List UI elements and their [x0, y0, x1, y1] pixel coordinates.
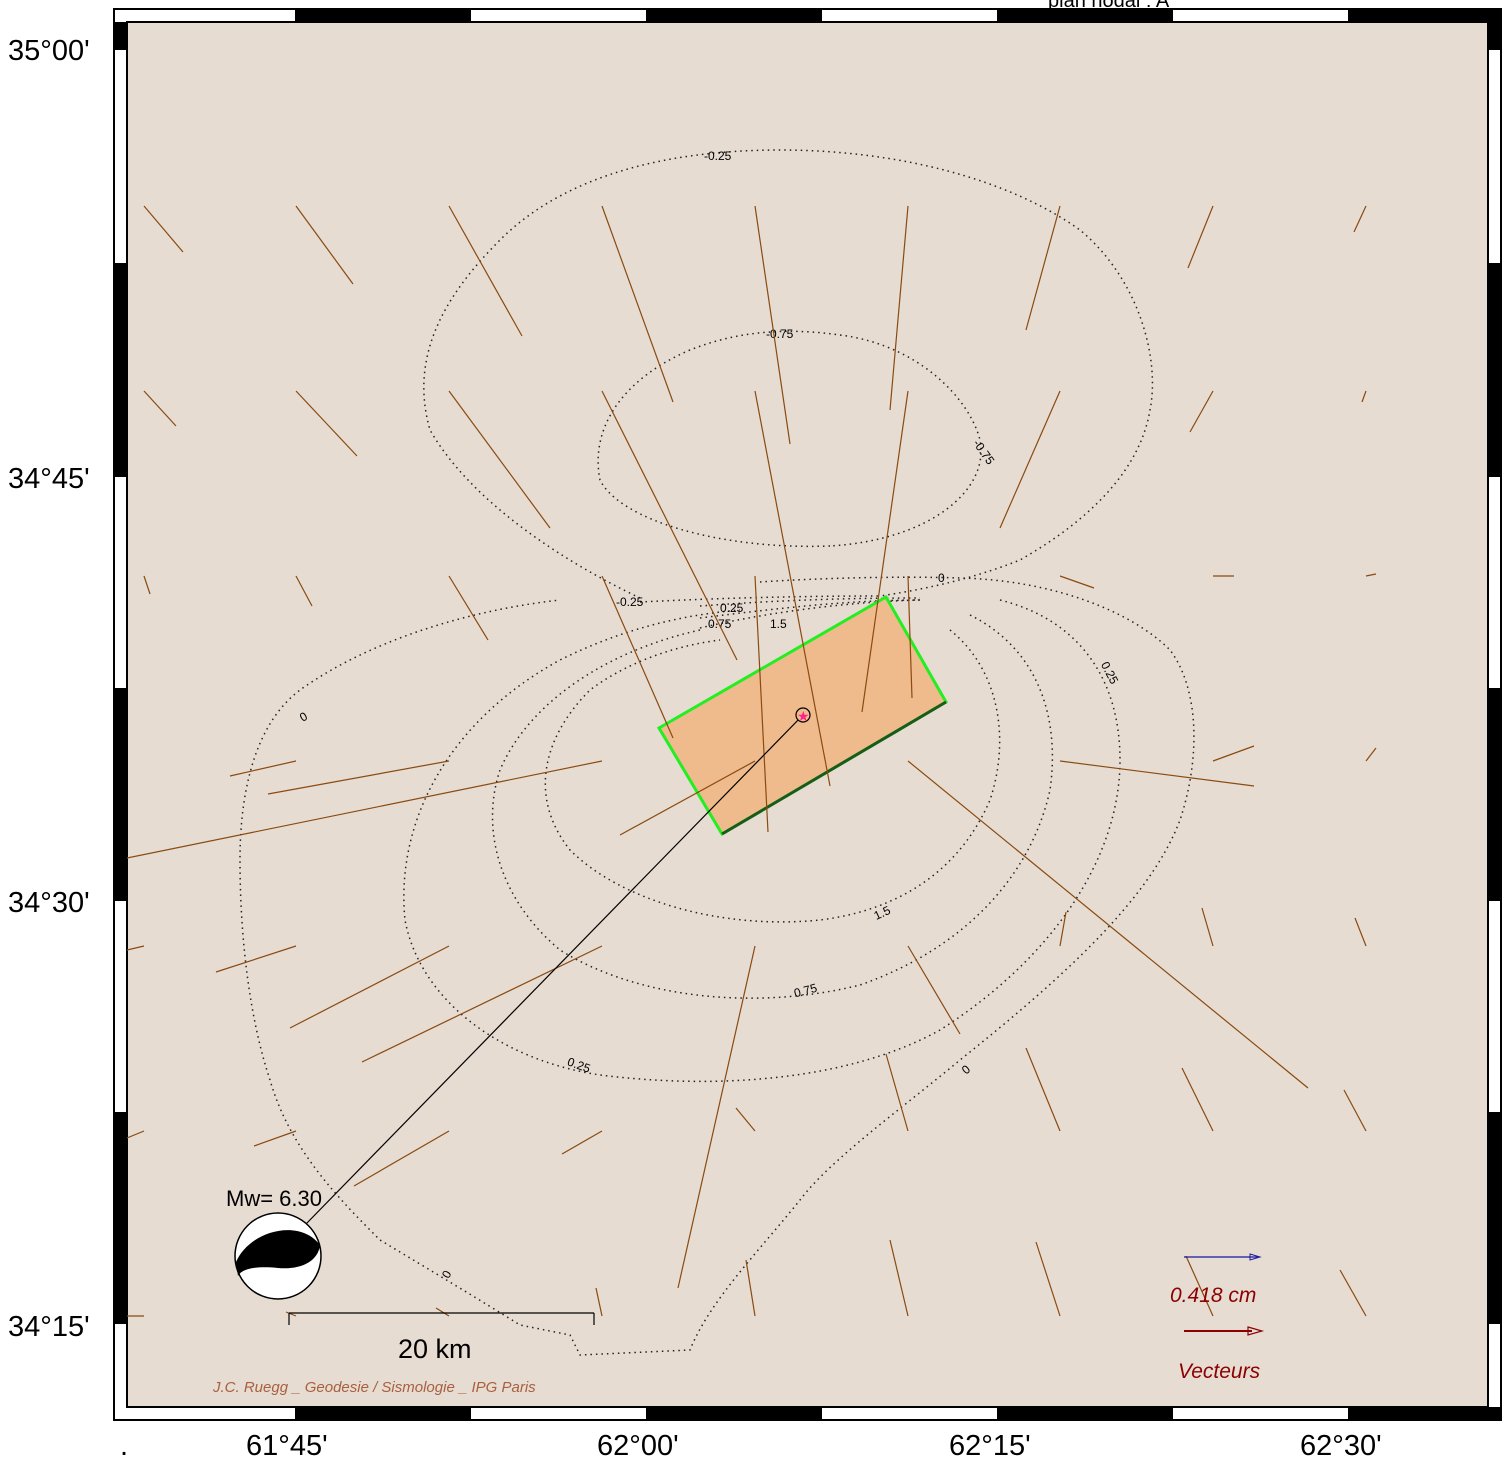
vector-legend: 0.418 cm Vecteurs: [1170, 1253, 1265, 1383]
lat-label: 35°00': [8, 35, 90, 67]
contour-025: [699, 597, 921, 607]
scale-bar: 20 km: [288, 1312, 595, 1364]
legend-vectors-label: Vecteurs: [1178, 1360, 1261, 1383]
map-frame: [113, 8, 1502, 1421]
lat-label: 34°15': [8, 1311, 90, 1343]
contour-15: [699, 599, 921, 629]
contour-label: 0.75: [792, 981, 818, 1001]
lat-label: 34°30': [8, 887, 90, 919]
header-title-fragment: plan nodal : A: [1048, 0, 1170, 12]
epicenter-star-icon: ★: [797, 709, 810, 725]
beachball-connector: [305, 714, 804, 1225]
legend-magnitude-label: 0.418 cm: [1170, 1284, 1256, 1307]
latitude-labels: 35°00' 34°45' 34°30' 34°15': [8, 35, 90, 1343]
contour-label: -0.25: [704, 149, 732, 163]
focal-mechanism: Mw= 6.30: [226, 1186, 322, 1300]
contour-label: 0: [938, 571, 945, 585]
lat-label: 34°45': [8, 463, 90, 495]
contour-label: -0.75: [766, 327, 794, 341]
contour-label: -0.25: [616, 595, 644, 609]
lon-label: 62°15': [949, 1430, 1031, 1461]
contour-label: 1.5: [770, 617, 787, 631]
contour-neg-025-s: [639, 595, 881, 603]
contour-label: 1.5: [872, 903, 893, 923]
lon-label: 61°45': [246, 1430, 328, 1461]
lon-label: 62°00': [597, 1430, 679, 1461]
contour-15-mid: [544, 629, 1001, 923]
contour-label: 0.25: [720, 601, 744, 615]
contour-label: 0.75: [708, 617, 732, 631]
scale-bar-label: 20 km: [398, 1334, 472, 1364]
contour-lines: [239, 149, 1195, 1356]
epicenter: ★: [305, 707, 811, 1225]
magnitude-label: Mw= 6.30: [226, 1186, 322, 1211]
credit-text: J.C. Ruegg _ Geodesie / Sismologie _ IPG…: [212, 1379, 536, 1396]
beachball-compression-icon: [236, 1230, 320, 1276]
longitude-labels: . 61°45' 62°00' 62°15' 62°30': [120, 1430, 1382, 1461]
contour-neg-025: [423, 149, 1154, 599]
corner-mark: .: [120, 1430, 128, 1461]
displacement-vectors: [126, 205, 1377, 1317]
lon-label: 62°30': [1300, 1430, 1382, 1461]
